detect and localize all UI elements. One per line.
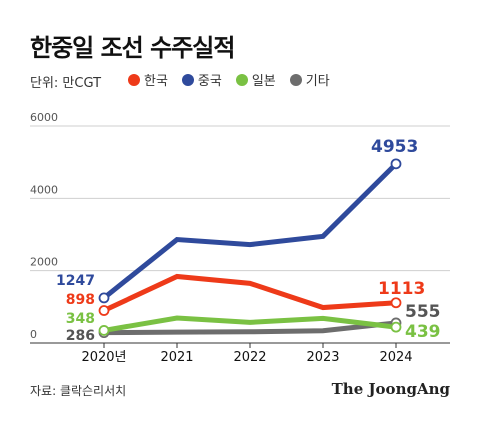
legend-dot-korea: [128, 73, 140, 86]
data-point-china: [390, 158, 402, 170]
data-label-end-japan: 439: [405, 322, 441, 342]
data-label-end-other: 555: [405, 302, 441, 322]
y-tick-label: 6000: [30, 111, 58, 124]
data-label-end-china: 4953: [371, 137, 418, 157]
legend-item-china: 중국: [181, 70, 222, 89]
data-point-japan: [390, 321, 402, 333]
x-tick-label: 2020년: [81, 350, 126, 365]
data-point-japan: [98, 325, 110, 336]
series-line-korea: [102, 273, 397, 313]
data-label-start-japan: 348: [66, 311, 95, 327]
legend-dot-japan: [235, 73, 248, 86]
data-point-korea: [98, 305, 110, 316]
x-tick-label: 2024: [379, 350, 412, 365]
legend-label-japan: 일본: [251, 74, 276, 89]
data-label-start-korea: 898: [66, 292, 95, 308]
series-line-other: [103, 320, 397, 336]
legend-item-other: 기타: [289, 70, 330, 89]
legend-item-korea: 한국: [128, 70, 168, 89]
data-label-end-korea: 1113: [378, 279, 425, 299]
series-line-china: [102, 162, 398, 300]
data-point-korea: [390, 297, 402, 309]
data-label-start-other: 286: [66, 328, 95, 344]
legend-dot-china: [181, 73, 194, 86]
source-note: 자료: 클락슨리서치: [30, 384, 127, 398]
y-tick-label: 0: [30, 328, 37, 341]
brand-logo: The JoongAng: [331, 380, 450, 398]
x-tick-label: 2023: [306, 350, 339, 365]
series-line-japan: [103, 315, 397, 333]
legend-dot-other: [289, 73, 302, 86]
data-label-start-china: 1247: [56, 273, 95, 289]
legend-label-china: 중국: [197, 74, 222, 89]
chart-title: 한중일 조선 수주실적: [30, 34, 235, 62]
x-tick-label: 2022: [233, 350, 266, 365]
unit-label: 단위: 만CGT: [30, 76, 102, 91]
y-tick-label: 2000: [30, 256, 58, 269]
legend-item-japan: 일본: [235, 70, 276, 89]
legend-label-other: 기타: [305, 74, 330, 89]
legend-label-korea: 한국: [144, 74, 168, 89]
legend: 한국 중국 일본 기타: [128, 70, 330, 89]
x-tick-label: 2021: [160, 350, 193, 365]
y-tick-label: 4000: [30, 183, 58, 196]
data-point-china: [98, 292, 110, 304]
